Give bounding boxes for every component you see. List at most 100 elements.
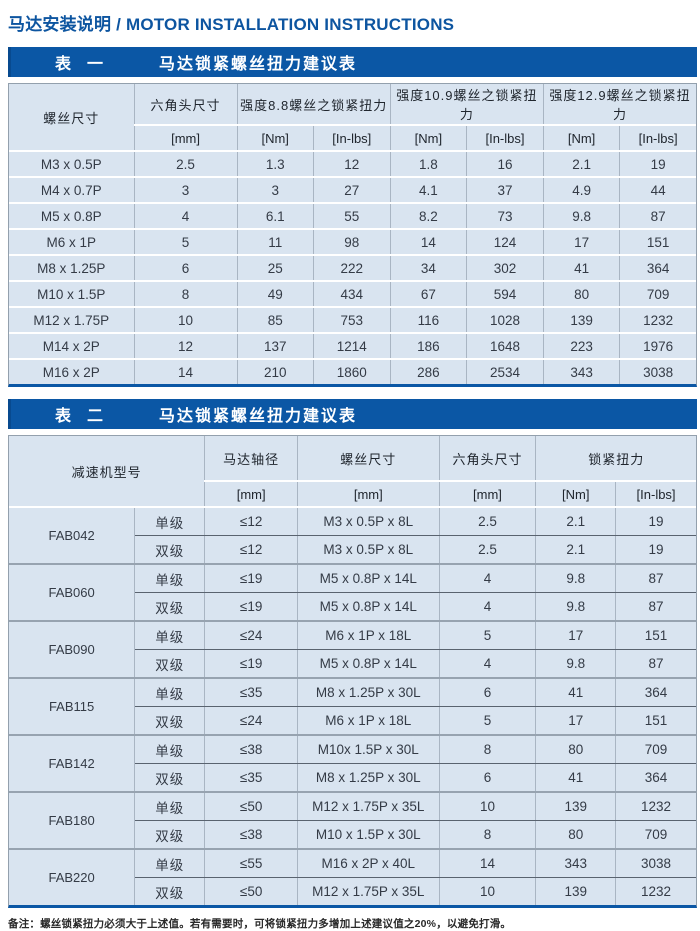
value-cell: 41 — [543, 255, 621, 282]
value-cell: 80 — [543, 281, 621, 308]
value-cell: 2.1 — [535, 507, 617, 536]
table2-banner-label: 表 二 — [55, 408, 104, 425]
table-row: FAB115 单级 ≤35 M8 x 1.25P x 30L 6 41 364 — [9, 678, 696, 736]
screw-size-cell: M4 x 0.7P — [9, 177, 135, 204]
value-cell: 10 — [134, 307, 238, 334]
value-cell: 44 — [619, 177, 696, 204]
table-row: FAB142 单级 ≤38 M10x 1.5P x 30L 8 80 709 — [9, 735, 696, 793]
value-cell: 364 — [615, 678, 696, 707]
value-cell: 3038 — [615, 849, 696, 878]
stage-cell: 单级 — [134, 564, 206, 593]
value-cell: 1860 — [313, 359, 391, 384]
table1-banner: 表 一 马达锁紧螺丝扭力建议表 — [8, 47, 697, 77]
model-cell: FAB042 — [9, 507, 136, 565]
value-cell: ≤24 — [204, 621, 299, 650]
value-cell: 9.8 — [535, 564, 617, 593]
screw-size-cell: M16 x 2P — [9, 359, 135, 384]
unit-inlbs: [In-lbs] — [313, 125, 391, 152]
value-cell: 27 — [313, 177, 391, 204]
value-cell: M8 x 1.25P x 30L — [297, 763, 440, 793]
stage-cell: 单级 — [134, 735, 206, 764]
value-cell: M12 x 1.75P x 35L — [297, 877, 440, 905]
unit-mm: [mm] — [297, 481, 440, 508]
value-cell: 6.1 — [237, 203, 314, 230]
stage-cell: 双级 — [134, 535, 206, 565]
value-cell: 10 — [439, 792, 537, 821]
value-cell: M6 x 1P x 18L — [297, 706, 440, 736]
value-cell: 19 — [619, 151, 696, 178]
stage-cell: 双级 — [134, 763, 206, 793]
value-cell: 709 — [615, 820, 696, 850]
value-cell: ≤38 — [204, 735, 299, 764]
value-cell: 73 — [466, 203, 544, 230]
value-cell: 19 — [615, 507, 696, 536]
table1-header-row2: [mm] [Nm] [In-lbs] [Nm] [In-lbs] [Nm] [I… — [9, 125, 696, 152]
value-cell: 151 — [619, 229, 696, 256]
value-cell: 19 — [615, 535, 696, 565]
value-cell: 434 — [313, 281, 391, 308]
table2-banner-title: 马达锁紧螺丝扭力建议表 — [159, 408, 358, 425]
value-cell: ≤35 — [204, 763, 299, 793]
table-row: 双级 ≤19 M5 x 0.8P x 14L 4 9.8 87 — [9, 649, 696, 679]
table-row: M4 x 0.7P 3 3 27 4.1 37 4.9 44 — [9, 177, 696, 204]
stage-cell: 双级 — [134, 877, 206, 905]
model-cell: FAB180 — [9, 792, 136, 850]
value-cell: ≤50 — [204, 792, 299, 821]
header-screw-size: 螺丝尺寸 — [9, 84, 135, 152]
page-title: 马达安装说明 / MOTOR INSTALLATION INSTRUCTIONS — [8, 15, 455, 34]
value-cell: 137 — [237, 333, 314, 360]
screw-size-cell: M10 x 1.5P — [9, 281, 135, 308]
value-cell: 594 — [466, 281, 544, 308]
stage-cell: 单级 — [134, 678, 206, 707]
table1-banner-label: 表 一 — [55, 56, 104, 73]
value-cell: M5 x 0.8P x 14L — [297, 649, 440, 679]
table-row: FAB090 单级 ≤24 M6 x 1P x 18L 5 17 151 — [9, 621, 696, 679]
table2-header-row2: [mm] [mm] [mm] [Nm] [In-lbs] — [9, 481, 696, 508]
table2-banner: 表 二 马达锁紧螺丝扭力建议表 — [8, 399, 697, 429]
screw-size-cell: M5 x 0.8P — [9, 203, 135, 230]
value-cell: 87 — [615, 592, 696, 622]
value-cell: 302 — [466, 255, 544, 282]
table-row: M8 x 1.25P 6 25 222 34 302 41 364 — [9, 255, 696, 282]
unit-inlbs: [In-lbs] — [615, 481, 696, 508]
value-cell: ≤24 — [204, 706, 299, 736]
value-cell: 10 — [439, 877, 537, 905]
torque-table-2: 减速机型号 马达轴径 螺丝尺寸 六角头尺寸 锁紧扭力 [mm] [mm] [mm… — [9, 436, 696, 905]
table2-wrapper: 减速机型号 马达轴径 螺丝尺寸 六角头尺寸 锁紧扭力 [mm] [mm] [mm… — [8, 435, 697, 908]
value-cell: 9.8 — [543, 203, 621, 230]
value-cell: 1976 — [619, 333, 696, 360]
value-cell: 343 — [535, 849, 617, 878]
value-cell: 1232 — [619, 307, 696, 334]
unit-mm: [mm] — [134, 125, 238, 152]
table-row: M6 x 1P 5 11 98 14 124 17 151 — [9, 229, 696, 256]
value-cell: 210 — [237, 359, 314, 384]
unit-inlbs: [In-lbs] — [466, 125, 544, 152]
table-row: FAB180 单级 ≤50 M12 x 1.75P x 35L 10 139 1232 — [9, 792, 696, 850]
table-row: M16 x 2P 14 210 1860 286 2534 343 3038 — [9, 359, 696, 384]
value-cell: 9.8 — [535, 649, 617, 679]
value-cell: 37 — [466, 177, 544, 204]
value-cell: ≤38 — [204, 820, 299, 850]
value-cell: 2.1 — [543, 151, 621, 178]
value-cell: 41 — [535, 763, 617, 793]
value-cell: M10 x 1.5P x 30L — [297, 820, 440, 850]
value-cell: 286 — [390, 359, 468, 384]
value-cell: 14 — [134, 359, 238, 384]
value-cell: 3 — [134, 177, 238, 204]
value-cell: 67 — [390, 281, 468, 308]
table2-header-row1: 减速机型号 马达轴径 螺丝尺寸 六角头尺寸 锁紧扭力 — [9, 436, 696, 508]
unit-nm: [Nm] — [535, 481, 617, 508]
value-cell: 85 — [237, 307, 314, 334]
stage-cell: 双级 — [134, 706, 206, 736]
header-hex-size: 六角头尺寸 — [439, 436, 537, 482]
table-row: 双级 ≤12 M3 x 0.5P x 8L 2.5 2.1 19 — [9, 535, 696, 565]
header-lock-torque: 锁紧扭力 — [535, 436, 696, 482]
value-cell: 1214 — [313, 333, 391, 360]
table-row: FAB042 单级 ≤12 M3 x 0.5P x 8L 2.5 2.1 19 — [9, 507, 696, 565]
value-cell: M10x 1.5P x 30L — [297, 735, 440, 764]
screw-size-cell: M6 x 1P — [9, 229, 135, 256]
screw-size-cell: M3 x 0.5P — [9, 151, 135, 178]
value-cell: ≤19 — [204, 564, 299, 593]
value-cell: 753 — [313, 307, 391, 334]
